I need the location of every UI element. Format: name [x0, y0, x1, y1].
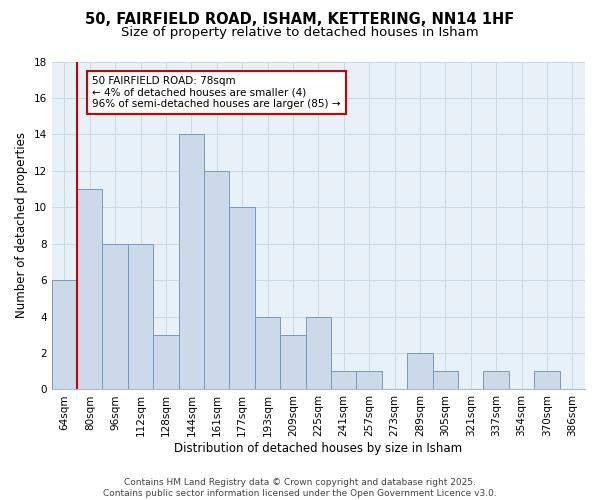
- Bar: [52, 280, 77, 390]
- Text: 50 FAIRFIELD ROAD: 78sqm
← 4% of detached houses are smaller (4)
96% of semi-det: 50 FAIRFIELD ROAD: 78sqm ← 4% of detache…: [92, 76, 341, 110]
- Bar: [153, 335, 179, 390]
- Y-axis label: Number of detached properties: Number of detached properties: [15, 132, 28, 318]
- Text: Size of property relative to detached houses in Isham: Size of property relative to detached ho…: [121, 26, 479, 39]
- Bar: [128, 244, 153, 390]
- Bar: [204, 171, 229, 390]
- Bar: [433, 371, 458, 390]
- Bar: [305, 316, 331, 390]
- Bar: [103, 244, 128, 390]
- Text: Contains HM Land Registry data © Crown copyright and database right 2025.
Contai: Contains HM Land Registry data © Crown c…: [103, 478, 497, 498]
- Text: 50, FAIRFIELD ROAD, ISHAM, KETTERING, NN14 1HF: 50, FAIRFIELD ROAD, ISHAM, KETTERING, NN…: [85, 12, 515, 28]
- Bar: [356, 371, 382, 390]
- Bar: [534, 371, 560, 390]
- Bar: [280, 335, 305, 390]
- Bar: [179, 134, 204, 390]
- X-axis label: Distribution of detached houses by size in Isham: Distribution of detached houses by size …: [174, 442, 463, 455]
- Bar: [229, 208, 255, 390]
- Bar: [255, 316, 280, 390]
- Bar: [407, 353, 433, 390]
- Bar: [77, 189, 103, 390]
- Bar: [484, 371, 509, 390]
- Bar: [331, 371, 356, 390]
